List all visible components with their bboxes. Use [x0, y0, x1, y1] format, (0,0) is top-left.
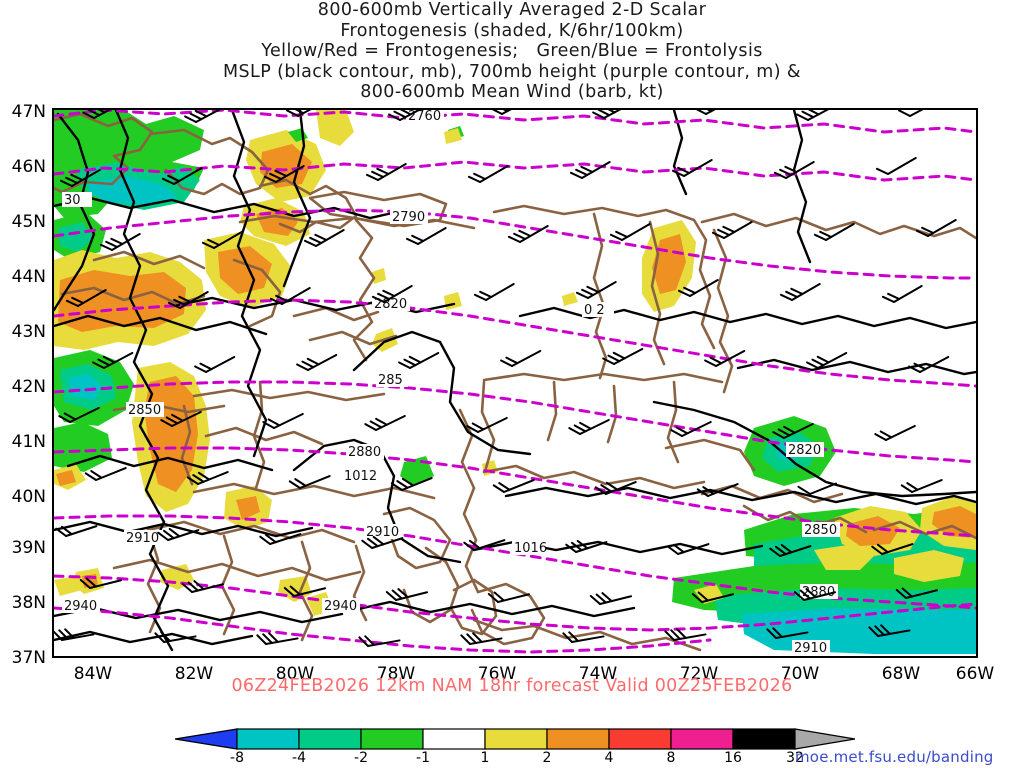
title-line-5: 800-600mb Mean Wind (barb, kt) [360, 82, 664, 102]
lat-tick-39N: 39N [11, 538, 46, 558]
lat-tick-43N: 43N [11, 322, 46, 342]
mslp-contours [54, 110, 976, 652]
lon-tick-78W: 78W [376, 664, 416, 684]
forecast-caption: 06Z24FEB2026 12km NAM 18hr forecast Vali… [231, 676, 793, 696]
lat-tick-42N: 42N [11, 377, 46, 397]
colorbar-tick--1: -1 [416, 750, 430, 766]
political-boundaries [54, 112, 976, 652]
site-watermark[interactable]: moe.met.fsu.edu/banding [795, 748, 994, 766]
svg-text:0 2: 0 2 [584, 303, 605, 318]
colorbar-tick-16: 16 [724, 750, 742, 766]
chart-title-block: 800-600mb Vertically Averaged 2-D Scalar… [0, 0, 1024, 103]
colorbar-cap-low [175, 728, 238, 750]
lon-tick-66W: 66W [955, 664, 995, 684]
svg-text:2850: 2850 [804, 523, 837, 538]
svg-text:285: 285 [378, 373, 403, 388]
wind-barbs [54, 110, 957, 647]
colorbar-tick--2: -2 [354, 750, 368, 766]
lat-tick-37N: 37N [11, 648, 46, 668]
colorbar-tick--8: -8 [230, 750, 244, 766]
colorbar-tick--4: -4 [292, 750, 306, 766]
colorbar-tick-8: 8 [666, 750, 676, 766]
colorbar-tick-4: 4 [604, 750, 614, 766]
lat-tick-38N: 38N [11, 593, 46, 613]
colorbar[interactable]: -8 -4 -2 -1 1 2 4 8 16 32 [175, 728, 855, 768]
colorbar-tick-32: 32 [786, 750, 804, 766]
lon-tick-82W: 82W [174, 664, 214, 684]
title-line-3: Yellow/Red = Frontogenesis; Green/Blue =… [261, 41, 763, 61]
svg-text:2880: 2880 [802, 585, 835, 600]
map-plot-area[interactable]: 2760 2790 2820 285 2850 2880 2820 2850 2… [52, 108, 978, 658]
colorbar-cap-high [794, 728, 855, 750]
lat-tick-46N: 46N [11, 157, 46, 177]
title-line-4: MSLP (black contour, mb), 700mb height (… [223, 61, 801, 82]
svg-text:2880: 2880 [348, 445, 381, 460]
colorbar-tick-1: 1 [480, 750, 490, 766]
svg-text:30: 30 [64, 193, 81, 208]
lat-tick-47N: 47N [11, 102, 46, 122]
lon-tick-80W: 80W [275, 664, 315, 684]
svg-text:2790: 2790 [392, 210, 425, 225]
lat-tick-40N: 40N [11, 487, 46, 507]
svg-text:2910: 2910 [794, 641, 827, 656]
lon-tick-72W: 72W [679, 664, 719, 684]
svg-text:2910: 2910 [366, 525, 399, 540]
svg-text:2940: 2940 [64, 599, 97, 614]
svg-text:2910: 2910 [126, 531, 159, 546]
lat-tick-45N: 45N [11, 212, 46, 232]
svg-text:2940: 2940 [324, 599, 357, 614]
lat-tick-44N: 44N [11, 267, 46, 287]
lon-tick-74W: 74W [578, 664, 618, 684]
lat-tick-41N: 41N [11, 432, 46, 452]
svg-text:2760: 2760 [408, 110, 441, 124]
lon-tick-68W: 68W [881, 664, 921, 684]
map-canvas: 2760 2790 2820 285 2850 2880 2820 2850 2… [54, 110, 976, 656]
title-line-2: Frontogenesis (shaded, K/6hr/100km) [340, 20, 684, 41]
colorbar-tick-2: 2 [542, 750, 552, 766]
svg-text:2820: 2820 [788, 443, 821, 458]
title-line-1: 800-600mb Vertically Averaged 2-D Scalar [317, 0, 707, 20]
svg-text:1012: 1012 [344, 469, 377, 484]
lon-tick-70W: 70W [780, 664, 820, 684]
lon-tick-84W: 84W [73, 664, 113, 684]
lon-tick-76W: 76W [477, 664, 517, 684]
svg-text:1016: 1016 [514, 541, 547, 556]
colorbar-swatches [175, 728, 855, 750]
svg-text:2850: 2850 [128, 403, 161, 418]
